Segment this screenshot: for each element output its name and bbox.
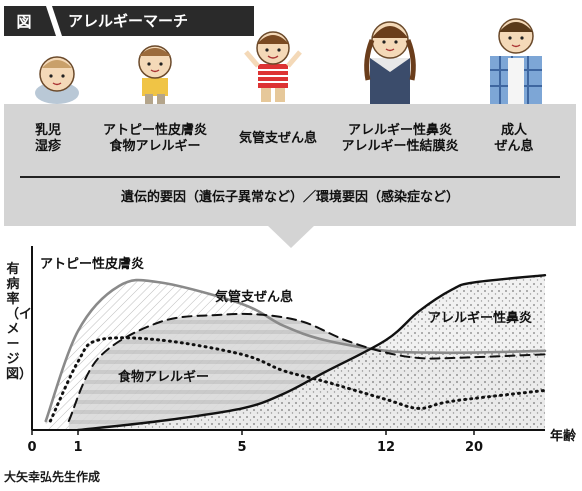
stage-infant-eczema: 乳児 湿疹 [20, 123, 76, 155]
x-axis-label: 年齢 [550, 428, 577, 444]
baby-figure [35, 56, 79, 104]
stage-adult-asthma: 成人 ぜん息 [486, 123, 542, 155]
stage-bronchial-asthma: 気管支ぜん息 [228, 131, 328, 147]
girl-figure [364, 21, 416, 104]
stage-line: アトピー性皮膚炎 [102, 123, 207, 138]
stage-line: 気管支ぜん息 [238, 131, 317, 146]
x-tick-label: 1 [73, 440, 82, 455]
stage-line: アレルギー性結膜炎 [341, 139, 459, 154]
kids-illustration [35, 18, 542, 104]
credit-text: 大矢幸弘先生作成 [4, 470, 101, 484]
child-figure [244, 31, 302, 102]
figure-header: 図 アレルギーマーチ [4, 6, 254, 36]
stage-line: 成人 [500, 123, 527, 138]
stage-band [4, 104, 576, 226]
divider-line [20, 176, 560, 178]
stage-line: ぜん息 [494, 139, 534, 154]
series-label-0: アトピー性皮膚炎 [40, 256, 144, 272]
stage-rhinitis-conjunctivitis: アレルギー性鼻炎 アレルギー性結膜炎 [326, 123, 474, 155]
series-line-0 [44, 278, 547, 423]
pointer-triangle [266, 224, 316, 248]
x-tick-label: 5 [237, 440, 246, 455]
toddler-figure [138, 45, 172, 104]
x-tick-label: 0 [27, 440, 36, 455]
stage-atopic-food: アトピー性皮膚炎 食物アレルギー [86, 123, 224, 155]
series-label-2: 食物アレルギー [118, 369, 209, 385]
series-label-3: アレルギー性鼻炎 [428, 310, 532, 326]
stage-line: 乳児 [34, 123, 61, 138]
x-tick-label: 12 [377, 440, 395, 455]
y-axis-label: 有病率（イメージ図） [6, 262, 33, 382]
adult-figure [490, 18, 542, 104]
series-line-2 [48, 336, 547, 423]
area-rhinitis [78, 275, 545, 430]
stage-line: 湿疹 [34, 139, 61, 154]
factors-text: 遺伝的要因（遺伝子異常など）／環境要因（感染症など） [120, 190, 459, 205]
figure-label: 図 [4, 6, 44, 36]
series-line-3 [76, 274, 547, 432]
y-axis-label-text: 有病率（イメージ図） [6, 262, 33, 382]
series-line-1 [67, 312, 546, 422]
x-tick-label: 20 [465, 440, 483, 455]
series-label-1: 気管支ぜん息 [215, 289, 293, 305]
figure-title: アレルギーマーチ [68, 12, 189, 30]
stage-line: アレルギー性鼻炎 [347, 123, 452, 138]
stage-line: 食物アレルギー [109, 139, 201, 154]
